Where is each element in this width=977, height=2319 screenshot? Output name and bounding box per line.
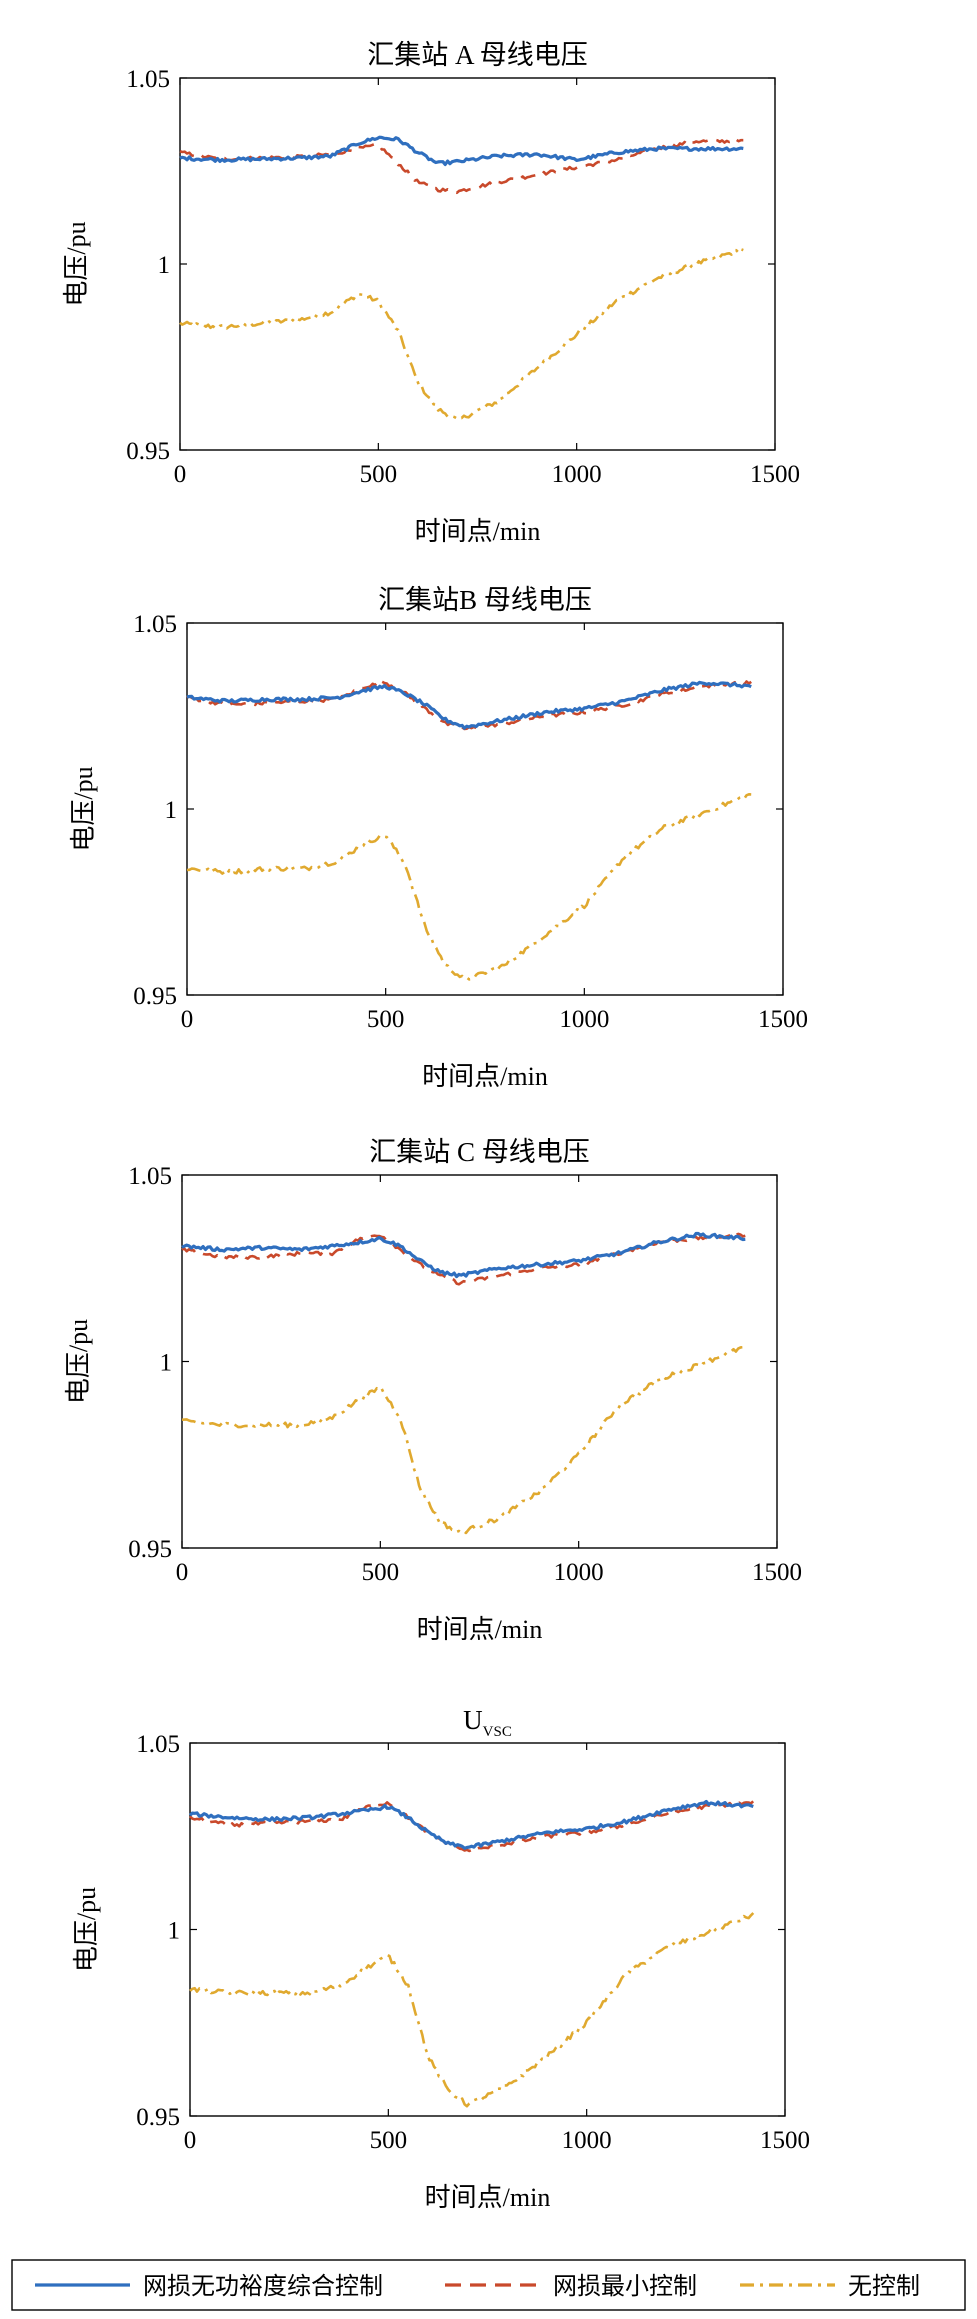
chart-panel-1: 汇集站 A 母线电压 0 500 1000 1500 0.95 1 1.05 时间点/min 电压… bbox=[62, 40, 800, 546]
y-axis-label: 电压/pu bbox=[72, 1887, 101, 1972]
y-axis-label: 电压/pu bbox=[62, 221, 91, 306]
chart-panel-4: UVSC 0 500 1000 1500 0.95 1 1.05 时间点/min 电压/pu bbox=[72, 1705, 810, 2212]
y-tick-label: 0.95 bbox=[133, 983, 177, 1010]
y-tick-label: 1.05 bbox=[128, 1163, 172, 1190]
series-line-1 bbox=[186, 680, 752, 730]
x-tick-label: 0 bbox=[176, 1559, 189, 1586]
series-line-3 bbox=[179, 247, 744, 420]
x-tick-label: 500 bbox=[367, 1006, 405, 1033]
legend-label-3: 无控制 bbox=[848, 2273, 920, 2300]
y-tick-label: 1.05 bbox=[133, 611, 177, 638]
x-tick-label: 0 bbox=[184, 2127, 197, 2154]
x-tick-label: 1500 bbox=[750, 461, 800, 488]
chart-title: 汇集站 A 母线电压 bbox=[367, 40, 588, 70]
y-tick-label: 1 bbox=[165, 797, 178, 824]
chart-title: 汇集站B 母线电压 bbox=[378, 585, 592, 615]
series-line-1 bbox=[181, 1231, 746, 1279]
y-tick-label: 1.05 bbox=[126, 66, 170, 93]
x-axis-label: 时间点/min bbox=[415, 517, 541, 546]
y-tick-label: 0.95 bbox=[126, 438, 170, 465]
x-tick-label: 1000 bbox=[562, 2127, 612, 2154]
y-tick-label: 1 bbox=[158, 252, 171, 279]
x-tick-label: 1000 bbox=[552, 461, 602, 488]
y-tick-label: 0.95 bbox=[128, 1536, 172, 1563]
y-tick-label: 1 bbox=[168, 1918, 181, 1945]
x-tick-label: 0 bbox=[181, 1006, 194, 1033]
chart-title-subscript: VSC bbox=[483, 1724, 512, 1740]
x-tick-label: 0 bbox=[174, 461, 187, 488]
x-axis-label: 时间点/min bbox=[425, 2183, 551, 2212]
chart-title: UVSC bbox=[463, 1705, 512, 1740]
chart-panel-3: 汇集站 C 母线电压 0 500 1000 1500 0.95 1 1.05 时间点/min 电压… bbox=[64, 1137, 802, 1644]
x-tick-label: 500 bbox=[370, 2127, 408, 2154]
legend-label-2: 网损最小控制 bbox=[553, 2273, 697, 2300]
legend-label-1: 网损无功裕度综合控制 bbox=[143, 2273, 383, 2300]
plot-frame bbox=[181, 1174, 778, 1549]
x-tick-label: 1500 bbox=[752, 1559, 802, 1586]
x-tick-label: 500 bbox=[362, 1559, 400, 1586]
x-tick-label: 1000 bbox=[554, 1559, 604, 1586]
plot-frame bbox=[189, 1742, 786, 2117]
series-line-1 bbox=[188, 1799, 754, 1850]
y-tick-label: 1 bbox=[160, 1350, 173, 1377]
x-tick-label: 500 bbox=[360, 461, 398, 488]
chart-title: 汇集站 C 母线电压 bbox=[369, 1137, 590, 1167]
y-axis-label: 电压/pu bbox=[64, 1319, 93, 1404]
chart-panel-2: 汇集站B 母线电压 0 500 1000 1500 0.95 1 1.05 时间点/min 电压/… bbox=[69, 585, 808, 1091]
x-axis-label: 时间点/min bbox=[422, 1062, 548, 1091]
x-tick-label: 1500 bbox=[760, 2127, 810, 2154]
y-axis-label: 电压/pu bbox=[69, 766, 98, 851]
plot-frame bbox=[186, 622, 784, 996]
y-tick-label: 0.95 bbox=[136, 2104, 180, 2131]
series-line-1 bbox=[179, 135, 744, 167]
series-line-3 bbox=[189, 1912, 755, 2108]
series-line-3 bbox=[181, 1343, 747, 1535]
plot-frame bbox=[179, 77, 776, 451]
legend: 网损无功裕度综合控制 网损最小控制 无控制 bbox=[11, 2259, 966, 2311]
x-tick-label: 1000 bbox=[559, 1006, 609, 1033]
x-tick-label: 1500 bbox=[758, 1006, 808, 1033]
x-axis-label: 时间点/min bbox=[417, 1615, 543, 1644]
series-line-3 bbox=[186, 792, 752, 981]
y-tick-label: 1.05 bbox=[136, 1731, 180, 1758]
